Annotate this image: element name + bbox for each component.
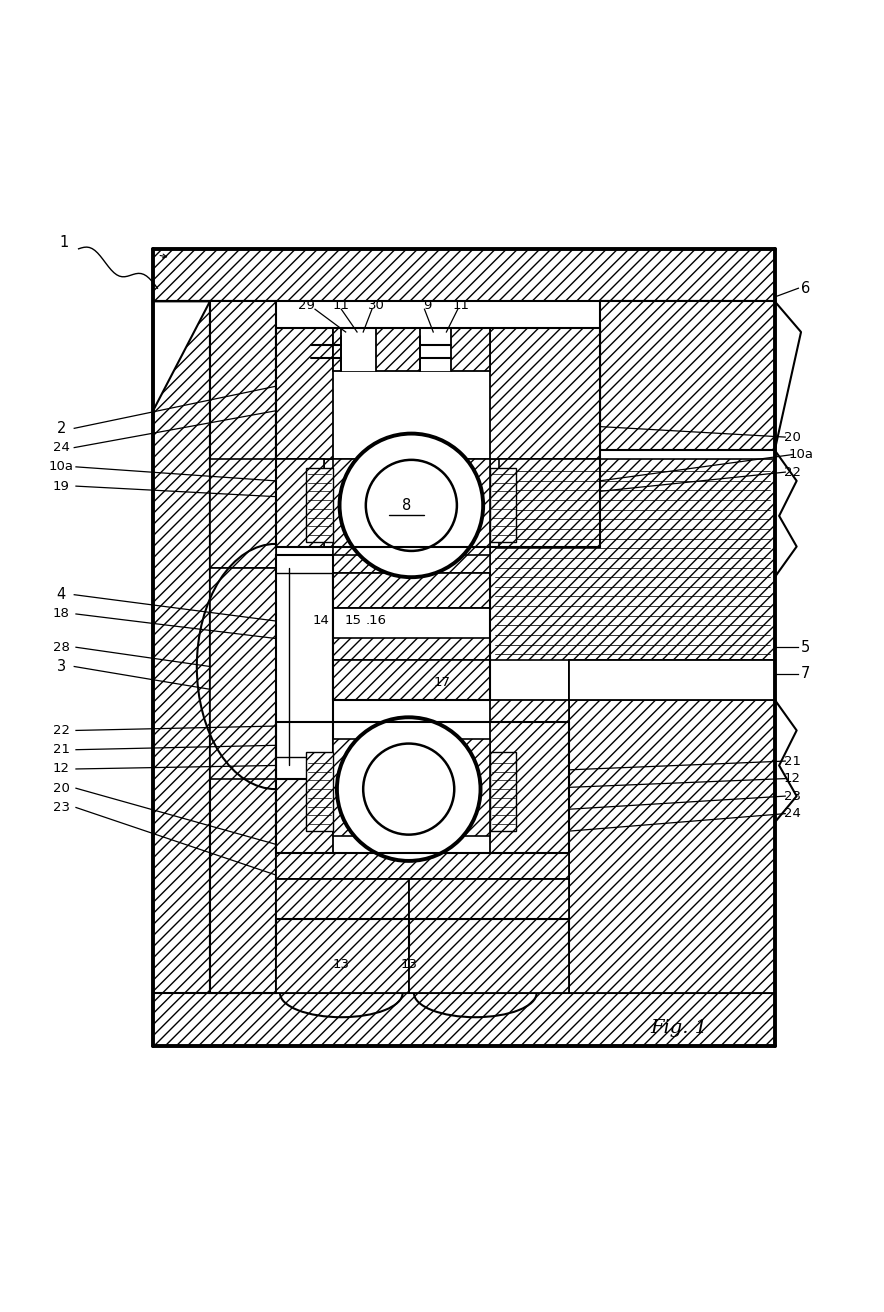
Text: 24: 24 bbox=[53, 441, 70, 454]
Text: 15: 15 bbox=[344, 614, 362, 627]
Polygon shape bbox=[153, 302, 210, 411]
Polygon shape bbox=[306, 468, 332, 542]
Polygon shape bbox=[153, 249, 774, 302]
Polygon shape bbox=[490, 468, 516, 542]
Polygon shape bbox=[332, 660, 490, 699]
Text: 8: 8 bbox=[402, 497, 412, 513]
Text: 10a: 10a bbox=[789, 449, 813, 461]
Polygon shape bbox=[490, 328, 599, 459]
Text: 20: 20 bbox=[784, 430, 801, 443]
Text: 11: 11 bbox=[332, 299, 350, 312]
Text: 1: 1 bbox=[59, 235, 68, 251]
Polygon shape bbox=[451, 739, 490, 836]
Polygon shape bbox=[276, 699, 332, 879]
Text: 7: 7 bbox=[801, 666, 810, 681]
Polygon shape bbox=[332, 459, 368, 555]
Text: 12: 12 bbox=[52, 762, 70, 775]
Text: 2: 2 bbox=[57, 421, 65, 436]
Text: 23: 23 bbox=[52, 802, 70, 813]
Text: 13: 13 bbox=[400, 958, 417, 971]
Polygon shape bbox=[276, 879, 408, 993]
Polygon shape bbox=[332, 739, 368, 836]
Polygon shape bbox=[490, 459, 774, 660]
Text: 30: 30 bbox=[368, 299, 385, 312]
Polygon shape bbox=[490, 699, 569, 879]
Polygon shape bbox=[332, 551, 490, 573]
Polygon shape bbox=[332, 328, 490, 371]
Text: 21: 21 bbox=[784, 754, 801, 768]
Polygon shape bbox=[499, 459, 599, 547]
Polygon shape bbox=[599, 302, 774, 450]
Polygon shape bbox=[210, 302, 276, 993]
Text: 20: 20 bbox=[53, 782, 70, 795]
Polygon shape bbox=[210, 568, 276, 778]
Polygon shape bbox=[408, 879, 569, 993]
Circle shape bbox=[363, 744, 454, 834]
Circle shape bbox=[339, 433, 484, 577]
Polygon shape bbox=[153, 993, 774, 1046]
Polygon shape bbox=[332, 607, 490, 660]
Circle shape bbox=[337, 718, 481, 861]
Polygon shape bbox=[276, 555, 332, 778]
Polygon shape bbox=[276, 459, 324, 547]
Polygon shape bbox=[341, 328, 377, 371]
Polygon shape bbox=[276, 853, 569, 879]
Polygon shape bbox=[332, 639, 490, 660]
Text: 11: 11 bbox=[453, 299, 469, 312]
Text: 23: 23 bbox=[784, 790, 801, 803]
Text: 19: 19 bbox=[53, 480, 70, 492]
Polygon shape bbox=[455, 459, 490, 555]
Text: 28: 28 bbox=[53, 640, 70, 653]
Polygon shape bbox=[153, 302, 210, 1046]
Text: 9: 9 bbox=[423, 299, 431, 312]
Polygon shape bbox=[332, 573, 490, 607]
Text: 14: 14 bbox=[313, 614, 330, 627]
Text: Fig. 1: Fig. 1 bbox=[650, 1019, 707, 1038]
Polygon shape bbox=[324, 459, 499, 547]
Text: 18: 18 bbox=[53, 607, 70, 621]
Text: 21: 21 bbox=[52, 743, 70, 756]
Circle shape bbox=[366, 459, 457, 551]
Polygon shape bbox=[420, 328, 451, 371]
Polygon shape bbox=[569, 660, 774, 993]
Text: 12: 12 bbox=[784, 771, 801, 785]
Text: 22: 22 bbox=[784, 466, 801, 479]
Polygon shape bbox=[210, 459, 276, 568]
Text: 3: 3 bbox=[57, 659, 65, 674]
Text: 29: 29 bbox=[298, 299, 315, 312]
Text: 4: 4 bbox=[57, 588, 65, 602]
Polygon shape bbox=[569, 660, 774, 699]
Text: 13: 13 bbox=[332, 958, 350, 971]
Text: 24: 24 bbox=[784, 807, 801, 820]
Text: .16: .16 bbox=[366, 614, 387, 627]
Text: 10a: 10a bbox=[49, 461, 73, 474]
Text: 5: 5 bbox=[801, 640, 810, 655]
Text: 6: 6 bbox=[801, 281, 810, 295]
Polygon shape bbox=[276, 328, 332, 459]
Polygon shape bbox=[306, 752, 332, 830]
Text: 17: 17 bbox=[433, 676, 451, 689]
Text: 22: 22 bbox=[52, 724, 70, 737]
Polygon shape bbox=[569, 660, 774, 699]
Polygon shape bbox=[490, 752, 516, 830]
